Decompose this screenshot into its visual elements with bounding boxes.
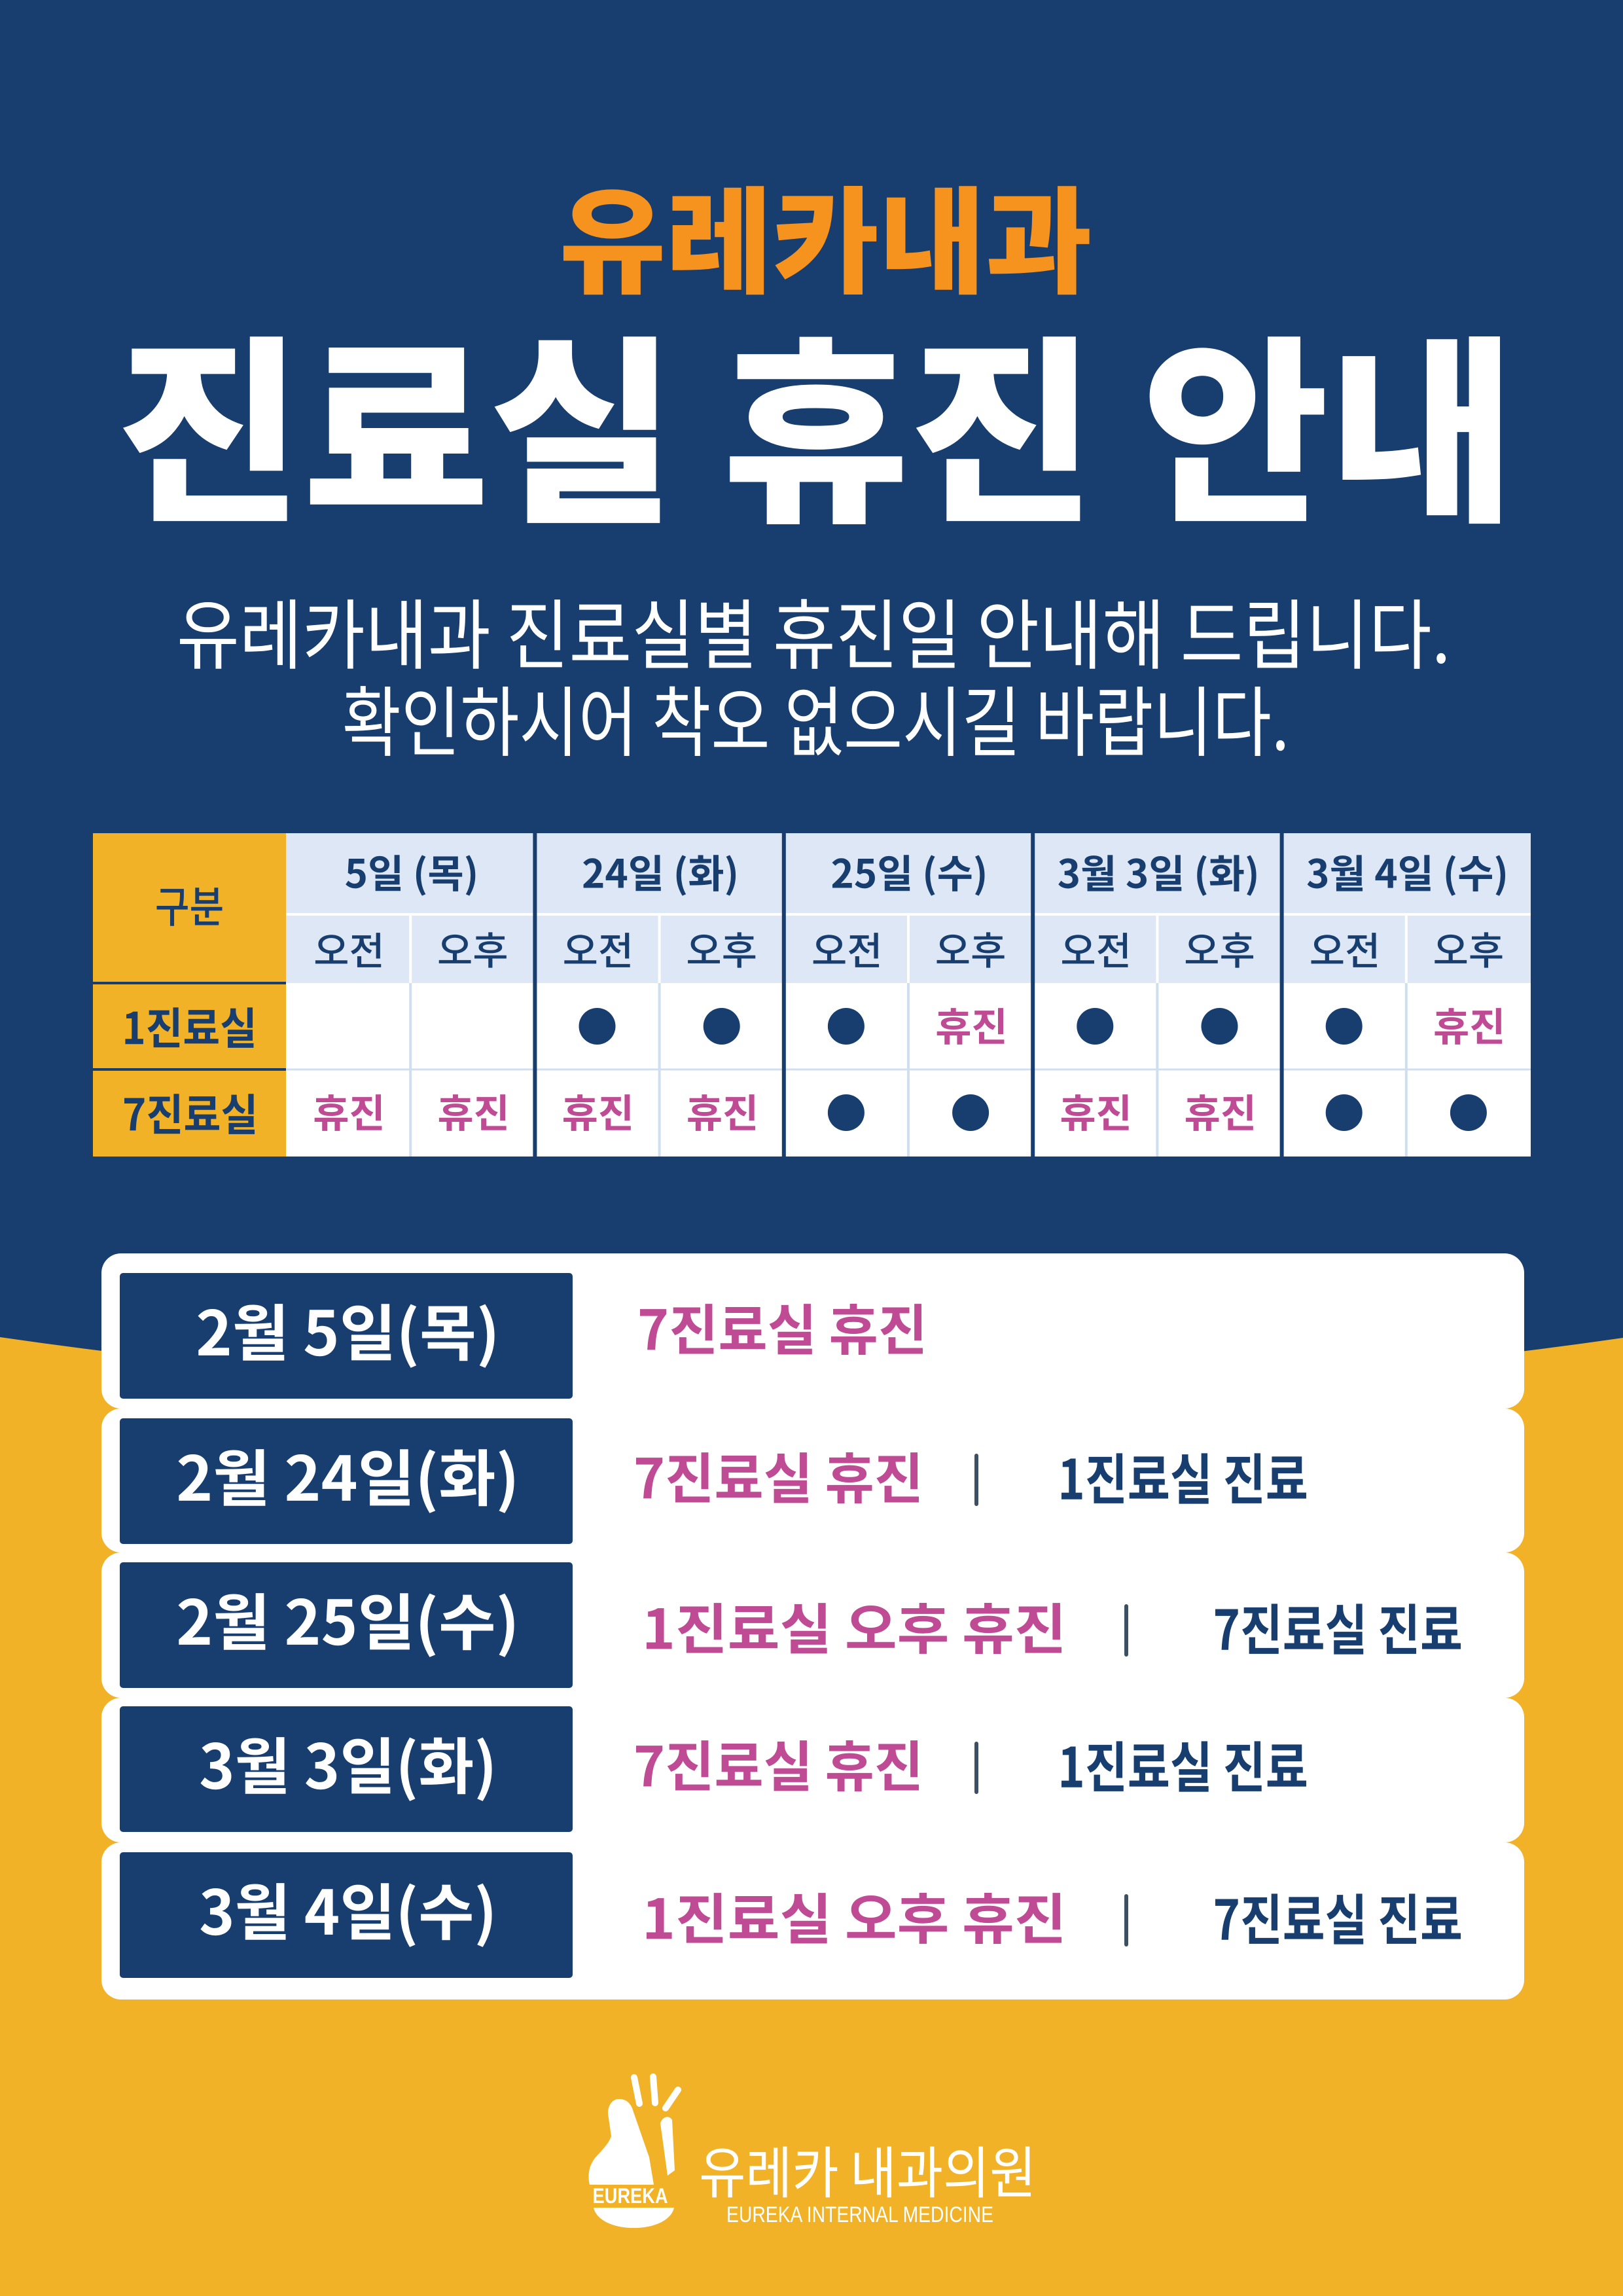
svg-text:EUREKA INTERNAL MEDICINE: EUREKA INTERNAL MEDICINE [726,2202,993,2227]
svg-text:EUREKA: EUREKA [593,2184,668,2208]
